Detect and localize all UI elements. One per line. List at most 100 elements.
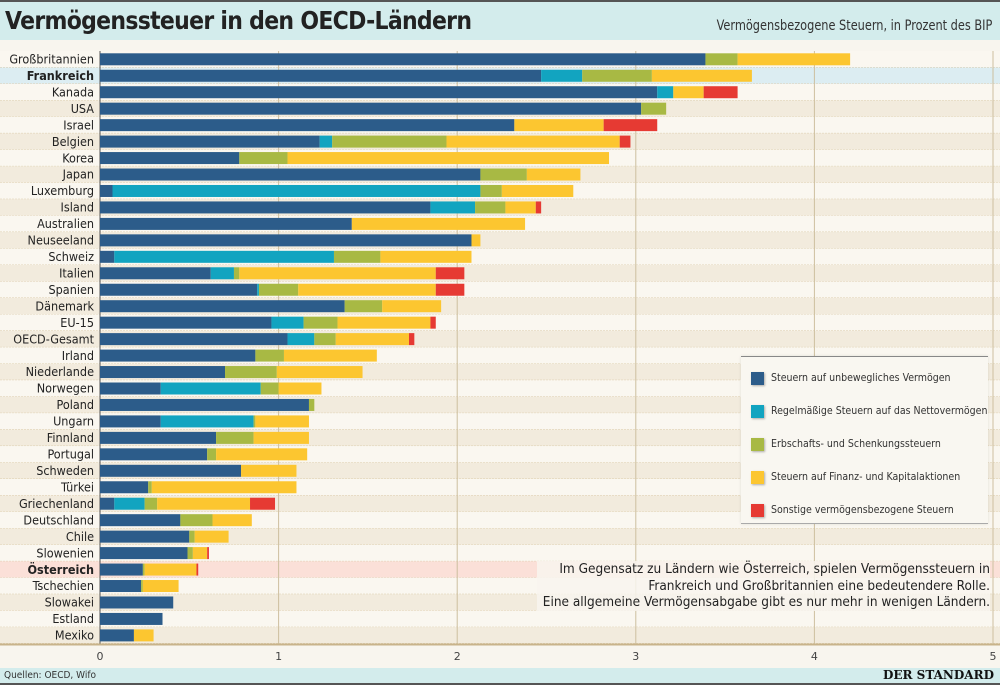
bar-segment [271, 316, 304, 329]
bar-segment [446, 135, 620, 148]
bar-segment [100, 514, 181, 527]
bar-segment [100, 267, 211, 280]
bar-segment [480, 184, 502, 197]
bar-segment [255, 349, 284, 362]
bar-segment [308, 398, 315, 411]
bar-segment [100, 184, 113, 197]
x-tick-label: 3 [632, 650, 639, 663]
bar-segment [207, 547, 209, 560]
category-label: Belgien [52, 134, 94, 149]
legend-label: Steuern auf Finanz- und Kapitalaktionen [771, 471, 961, 483]
bar-segment [239, 267, 436, 280]
bar-segment [319, 135, 333, 148]
category-label: Kanada [52, 84, 94, 99]
bar-segment [657, 86, 674, 99]
bar-segment [253, 415, 256, 428]
bar-segment [160, 382, 261, 395]
legend-label: Erbschafts- und Schenkungssteuern [771, 438, 941, 450]
category-label: Frankreich [27, 68, 94, 83]
legend-item: Regelmäßige Steuern auf das Nettovermöge… [751, 404, 987, 418]
bar-segment [287, 333, 315, 346]
bar-segment [141, 580, 143, 593]
bar-segment [100, 283, 258, 296]
row-background [0, 528, 1000, 545]
bar-segment [255, 415, 309, 428]
bar-segment [100, 464, 242, 477]
bar-segment [737, 53, 851, 66]
bar-segment [180, 514, 213, 527]
bar-segment [253, 431, 309, 444]
bar-segment [430, 201, 476, 214]
bar-segment [703, 86, 738, 99]
category-label: Mexiko [55, 628, 94, 643]
bar-segment [100, 53, 706, 66]
row-background [0, 627, 1000, 644]
bar-segment [514, 119, 604, 132]
category-label: Finnland [47, 430, 94, 445]
annotation-line: Eine allgemeine Vermögensabgabe gibt es … [542, 594, 990, 610]
legend-swatch [751, 437, 764, 451]
category-label: Neuseeland [28, 233, 94, 248]
bar-segment [603, 119, 658, 132]
annotation: Im Gegensatz zu Ländern wie Österreich, … [536, 561, 990, 611]
bar-segment [100, 217, 352, 230]
bar-segment [380, 250, 472, 263]
legend-swatch [751, 470, 764, 484]
category-label: Schweiz [48, 249, 94, 264]
x-tick-label: 1 [275, 650, 282, 663]
legend-label: Sonstige vermögensbezogene Steuern [771, 504, 954, 516]
category-label: Schweden [36, 463, 94, 478]
bar-segment [160, 415, 254, 428]
legend-item: Steuern auf unbewegliches Vermögen [751, 371, 951, 385]
bar-segment [435, 283, 465, 296]
bar-segment [100, 119, 515, 132]
bar-segment [535, 201, 542, 214]
bar-segment [216, 448, 308, 461]
category-label: Portugal [47, 447, 94, 462]
bar-segment [651, 69, 752, 82]
category-label: Slowakei [45, 595, 94, 610]
bar-segment [100, 563, 143, 576]
bar-segment [100, 333, 288, 346]
category-label: Estland [52, 611, 94, 626]
bar-segment [241, 464, 297, 477]
footer: Quellen: OECD, Wifo DER STANDARD [0, 668, 1000, 685]
bar-segment [100, 382, 161, 395]
bar-segment [258, 283, 299, 296]
bar-segment [641, 102, 667, 115]
bar-segment [100, 629, 134, 642]
legend-swatch [751, 371, 764, 385]
category-label: Griechenland [19, 496, 94, 511]
category-label: Poland [57, 397, 95, 412]
bar-segment [100, 168, 481, 181]
category-label: Ungarn [53, 414, 94, 429]
bar-segment [283, 349, 377, 362]
legend-label: Regelmäßige Steuern auf das Nettovermöge… [771, 405, 988, 417]
bar-segment [189, 530, 195, 543]
bar-segment [100, 431, 217, 444]
category-label: Norwegen [37, 381, 94, 396]
category-label: Spanien [49, 282, 94, 297]
bar-segment [335, 333, 409, 346]
bar-segment [100, 300, 345, 313]
chart-title: Vermögenssteuer in den OECD-Ländern [5, 6, 472, 35]
header: Vermögenssteuer in den OECD-Ländern Verm… [0, 0, 1000, 40]
bar-segment [112, 184, 481, 197]
bar-segment [298, 283, 436, 296]
category-label: EU-15 [60, 315, 94, 330]
bar-segment [239, 152, 288, 165]
bar-segment [210, 267, 234, 280]
bar-segment [430, 316, 436, 329]
bar-segment [100, 497, 115, 510]
category-label: Slowenien [36, 545, 94, 560]
bar-segment [142, 563, 145, 576]
bar-segment [144, 497, 158, 510]
bar-segment [133, 629, 154, 642]
bar-segment [471, 234, 481, 247]
chart-subtitle: Vermögensbezogene Steuern, in Prozent de… [716, 18, 992, 34]
bar-segment [100, 250, 115, 263]
legend-swatch [751, 404, 764, 418]
category-label: Großbritannien [9, 52, 94, 67]
bar-segment [100, 102, 642, 115]
bar-segment [100, 448, 208, 461]
